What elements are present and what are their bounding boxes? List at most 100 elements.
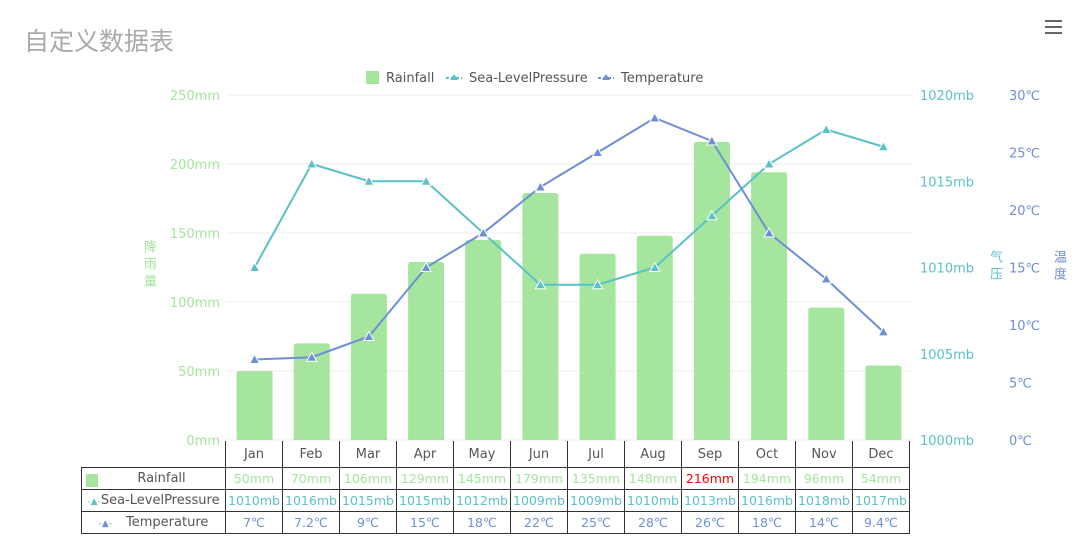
table-cell: 194mm [738,467,796,490]
table-cell: 1015mb [396,489,454,512]
pressure-point [248,261,261,272]
table-cell: 1010mb [225,489,283,512]
y-tick-rainfall: 200mm [170,158,220,173]
temperature-point [534,180,547,192]
table-cell: 14℃ [795,511,853,534]
bar-rainfall [636,235,673,440]
table-month-header: May [453,441,511,468]
pressure-point [591,278,604,290]
table-cell: 22℃ [510,511,568,534]
y-tick-pressure: 1000mb [920,434,974,449]
axis-label-temperature: 温度 [1051,250,1066,284]
bar-rainfall [579,253,616,440]
table-month-header: Aug [624,441,682,468]
pressure-line [253,128,884,286]
pressure-line-icon: -▲- [87,497,101,507]
table-month-header: Jan [225,441,283,468]
pressure-point [534,278,547,290]
table-cell: 28℃ [624,511,682,534]
temperature-point [706,134,718,146]
table-cell: 148mm [624,467,682,490]
pressure-point [763,157,775,169]
series-name: Temperature [126,515,209,530]
chart-title: 自定义数据表 [24,27,175,56]
table-cell: 179mm [510,467,568,490]
y-tick-temperature: 25℃ [1009,147,1040,162]
series-name: Rainfall [137,470,186,486]
temperature-line [254,116,885,361]
temperature-point [363,330,375,341]
temperature-point [763,226,775,238]
table-cell: 25℃ [567,511,625,534]
data-table: Jan Feb Mar Apr May Jun Jul Aug Sep Oct Nov Dec Rain… [81,441,910,534]
temperature-point [591,146,604,157]
table-cell: 15℃ [396,511,454,534]
table-month-header: Jul [567,441,625,468]
bar-rainfall [408,261,445,440]
y-tick-rainfall: 250mm [170,89,220,104]
axis-label-rainfall: 降雨量 [141,240,156,291]
series-name: Sea-LevelPressure [100,493,220,508]
y-tick-temperature: 0℃ [1009,434,1032,449]
temperature-line-icon: -▲- [98,519,113,529]
pressure-point [648,261,661,272]
table-cell: 1015mb [339,489,397,512]
table-month-header: Mar [339,441,397,468]
table-cell: 1017mb [852,489,910,512]
y-tick-temperature: 10℃ [1009,319,1040,334]
table-cell: 9℃ [339,511,397,534]
bar-rainfall [465,239,502,440]
pressure-point [706,209,718,221]
bar-rainfall [293,343,330,440]
table-cell: 50mm [225,467,283,490]
table-cell: 1013mb [681,489,739,512]
bar-rainfall [522,192,559,440]
table-month-header: Feb [282,441,340,468]
pressure-point [877,140,890,152]
pressure-point [305,157,318,169]
y-tick-temperature: 15℃ [1009,262,1040,277]
temperature-point [248,353,261,364]
y-tick-rainfall: 50mm [178,365,220,380]
temperature-point [820,272,833,284]
table-month-header: Sep [681,441,739,468]
legend-rainfall: Rainfall [386,71,434,86]
table-cell: 1012mb [453,489,511,512]
pressure-point [363,175,375,186]
temperature-point [877,325,890,337]
table-cell: 54mm [852,467,910,490]
table-series-label: -▲-Sea-LevelPressure [81,489,226,512]
legend-rainfall-icon [366,71,379,84]
y-tick-pressure: 1005mb [920,348,974,363]
table-series-label: -▲- Temperature [81,511,226,534]
table-month-header: Dec [852,441,910,468]
table-cell: 70mm [282,467,340,490]
table-cell: 96mm [795,467,853,490]
pressure-point [820,123,833,134]
y-tick-pressure: 1015mb [920,175,974,190]
y-tick-rainfall: 0mm [186,434,220,449]
temperature-point [477,226,490,238]
rainfall-swatch-icon [86,473,98,487]
y-tick-temperature: 30℃ [1009,89,1040,104]
table-header-row: Jan Feb Mar Apr May Jun Jul Aug Sep Oct Nov Dec [82,441,910,468]
pressure-point [420,175,432,186]
bar-rainfall [808,307,845,440]
table-series-label: Rainfall [81,467,226,490]
table-cell: 106mm [339,467,397,490]
table-cell: 129mm [396,467,454,490]
table-cell: 135mm [567,467,625,490]
hamburger-menu-icon[interactable] [1045,20,1062,38]
axis-label-pressure: 气压 [987,250,1002,284]
temperature-point [648,111,661,123]
temperature-point [420,261,432,272]
bar-rainfall [236,371,273,440]
table-cell: 7℃ [225,511,283,534]
table-month-header: Nov [795,441,853,468]
legend-temperature-icon-marker [602,74,610,80]
table-cell: 1016mb [282,489,340,512]
bar-rainfall [865,365,902,440]
legend-pressure: Sea-LevelPressure [469,71,588,86]
